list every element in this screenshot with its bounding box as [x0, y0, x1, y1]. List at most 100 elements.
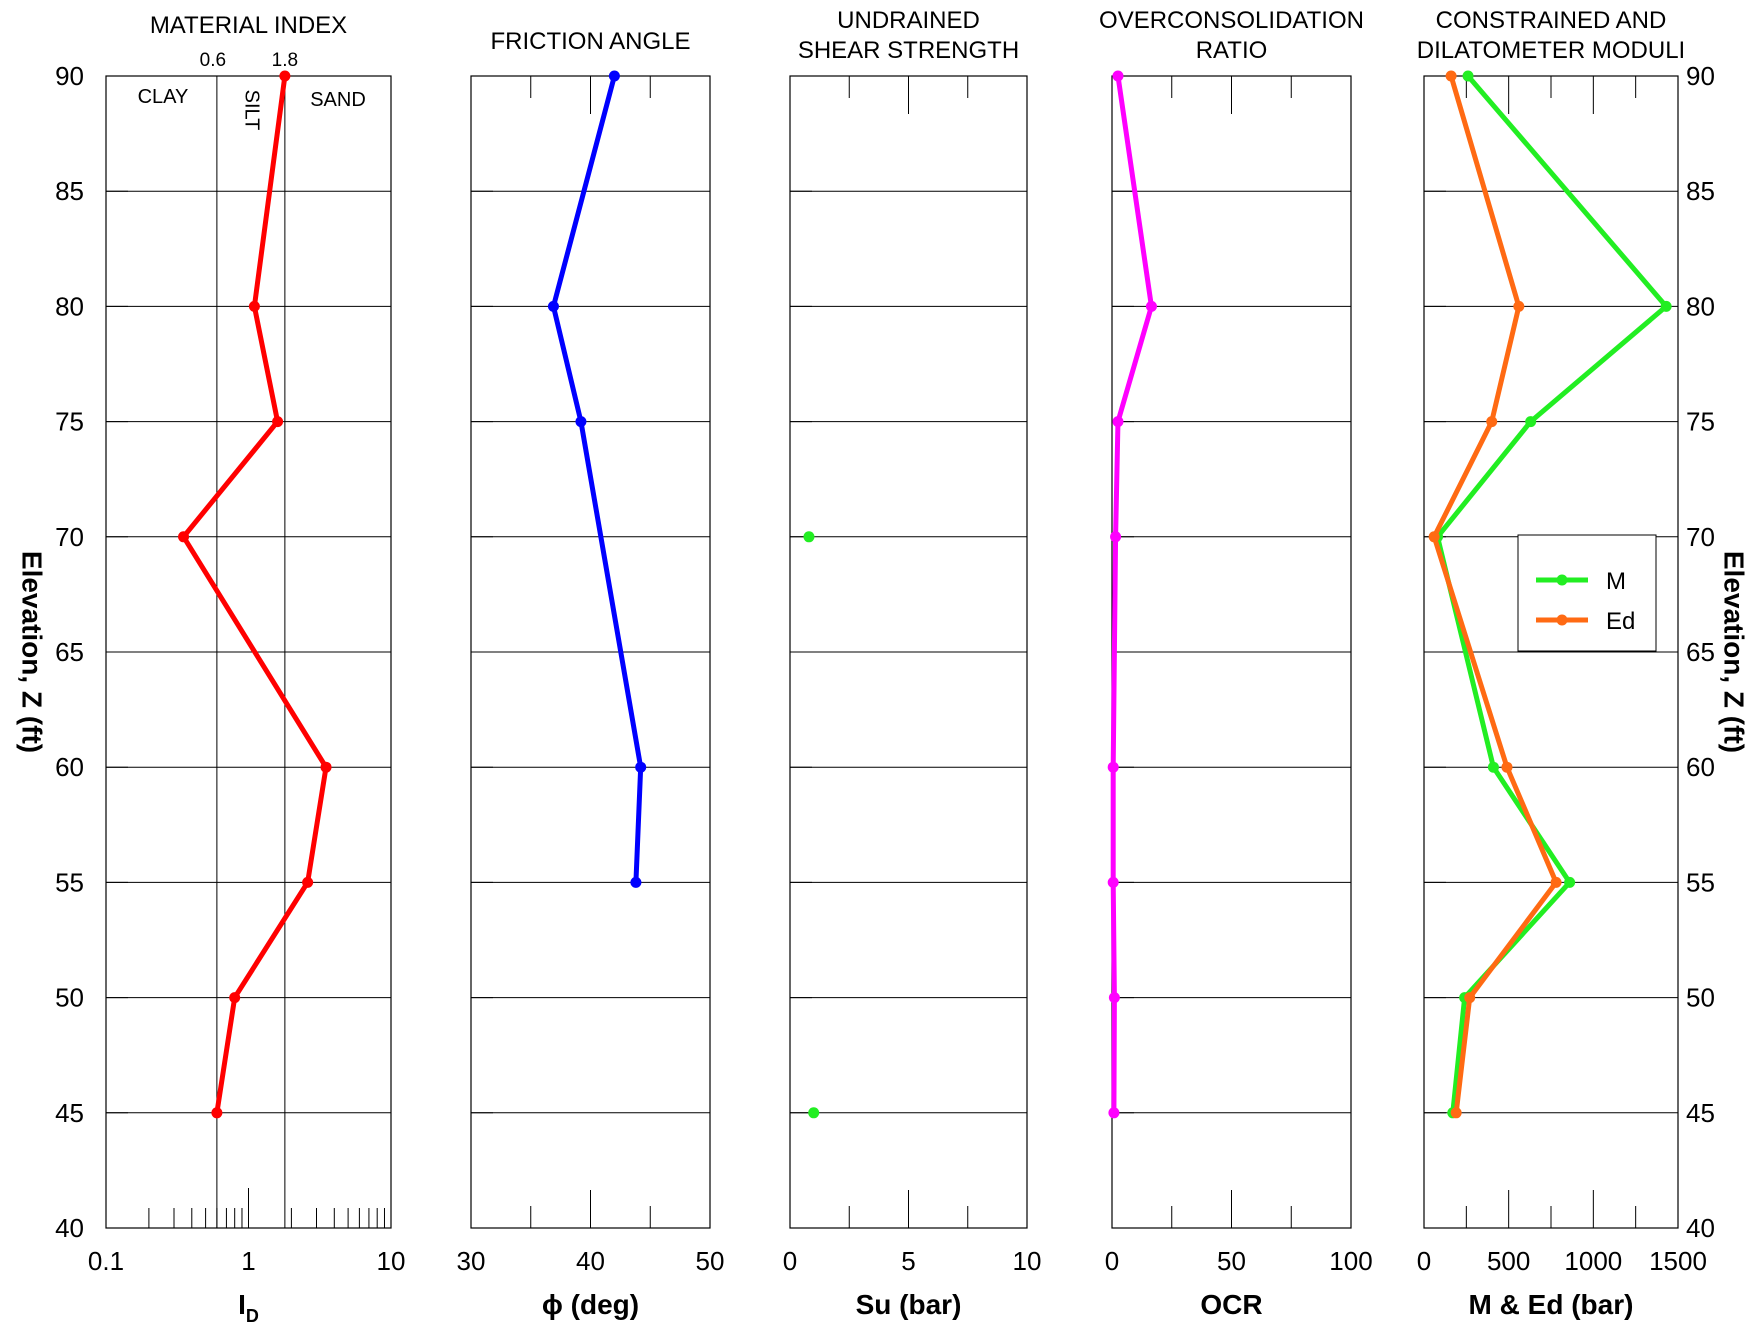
- panel-3: 0 5 10 UNDRAINED SHEAR STRENGTH Su (bar): [783, 7, 1042, 1320]
- y-tick-label-right: 80: [1686, 291, 1715, 321]
- panel-title: MATERIAL INDEX: [150, 12, 347, 39]
- data-point: [808, 1107, 820, 1119]
- data-point: [635, 761, 647, 773]
- y-tick-label: 80: [55, 291, 84, 321]
- x-tick-label: 100: [1329, 1246, 1372, 1276]
- x-tick-label: 10: [377, 1246, 406, 1276]
- data-point: [1145, 300, 1157, 312]
- data-point: [547, 300, 559, 312]
- y-tick-label: 75: [55, 407, 84, 437]
- x-tick-label: 0: [783, 1246, 797, 1276]
- series-2-1: [547, 70, 647, 888]
- y-tick-label: 90: [55, 61, 84, 91]
- panel-title: DILATOMETER MODULI: [1417, 37, 1685, 64]
- series-4-1: [1107, 70, 1157, 1119]
- data-point: [1445, 70, 1457, 82]
- data-point: [803, 531, 815, 543]
- x-axis-label: M & Ed (bar): [1469, 1289, 1634, 1320]
- x-tick-label: 5: [901, 1246, 915, 1276]
- data-point: [1501, 761, 1513, 773]
- x-tick-label: 0.1: [88, 1246, 124, 1276]
- data-point: [248, 300, 260, 312]
- top-tick-label: 0.6: [200, 50, 226, 71]
- legend-box: [1517, 534, 1657, 652]
- x-axis-label: ID: [238, 1289, 259, 1324]
- data-point: [1487, 761, 1499, 773]
- y-tick-label-right: 90: [1686, 61, 1715, 91]
- data-point: [1110, 531, 1122, 543]
- data-point: [575, 416, 587, 428]
- data-point: [211, 1107, 223, 1119]
- data-point: [608, 70, 620, 82]
- y-tick-label: 65: [55, 637, 84, 667]
- panel-2: 30 40 50 FRICTION ANGLE ϕ (deg): [457, 28, 725, 1320]
- panel-5: 0 500 1000 1500 CONSTRAINED AND DILATOMETER M…: [1417, 7, 1707, 1320]
- y-tick-label: 60: [55, 752, 84, 782]
- data-point: [1525, 416, 1537, 428]
- series-Ed: [1428, 70, 1562, 1119]
- y-axis-label-left: Elevation, Z (ft): [17, 551, 48, 753]
- y-tick-label: 45: [55, 1098, 84, 1128]
- y-tick-label: 50: [55, 983, 84, 1013]
- series-1-1: [178, 70, 332, 1119]
- data-point: [229, 992, 241, 1004]
- x-axis-label: Su (bar): [856, 1289, 962, 1320]
- y-tick-label: 40: [55, 1213, 84, 1243]
- data-point: [1464, 992, 1476, 1004]
- data-point: [320, 761, 332, 773]
- zone-label: SILT: [241, 90, 263, 131]
- panel-4: 0 50 100 OVERCONSOLIDATION RATIO OCR: [1099, 7, 1373, 1320]
- data-point: [1107, 761, 1119, 773]
- y-tick-label: 85: [55, 176, 84, 206]
- x-tick-label: 30: [457, 1246, 486, 1276]
- data-point: [302, 876, 314, 888]
- y-tick-label-right: 60: [1686, 752, 1715, 782]
- data-point: [1428, 531, 1440, 543]
- x-tick-label: 50: [1217, 1246, 1246, 1276]
- legend-label: Ed: [1606, 608, 1635, 635]
- x-tick-label: 1500: [1649, 1246, 1707, 1276]
- series-line: [181, 75, 329, 1114]
- y-tick-label: 55: [55, 867, 84, 897]
- x-tick-label: 40: [576, 1246, 605, 1276]
- panel-title: UNDRAINED: [837, 7, 980, 34]
- data-point: [272, 416, 284, 428]
- series-3-1: [803, 531, 820, 1119]
- data-point: [1107, 876, 1119, 888]
- panel-title: SHEAR STRENGTH: [798, 37, 1019, 64]
- data-point: [1108, 992, 1120, 1004]
- y-tick-label-right: 55: [1686, 867, 1715, 897]
- x-axis-label: OCR: [1200, 1289, 1262, 1320]
- legend-marker: [1556, 614, 1568, 626]
- data-point: [1513, 300, 1525, 312]
- panel-title: CONSTRAINED AND: [1436, 7, 1667, 34]
- series-line: [1431, 75, 1559, 1114]
- data-point: [1660, 300, 1672, 312]
- data-point: [1550, 876, 1562, 888]
- x-tick-label: 10: [1013, 1246, 1042, 1276]
- y-tick-label-right: 45: [1686, 1098, 1715, 1128]
- y-tick-label-right: 75: [1686, 407, 1715, 437]
- x-tick-label: 0: [1105, 1246, 1119, 1276]
- panel-title: RATIO: [1196, 37, 1268, 64]
- panel-title: OVERCONSOLIDATION: [1099, 7, 1364, 34]
- y-axis-label-right: Elevation, Z (ft): [1719, 551, 1750, 753]
- x-tick-label: 1000: [1564, 1246, 1622, 1276]
- data-point: [1108, 1107, 1120, 1119]
- zone-label: SAND: [310, 89, 366, 111]
- data-point: [1112, 416, 1124, 428]
- y-tick-label-right: 85: [1686, 176, 1715, 206]
- y-tick-label-right: 50: [1686, 983, 1715, 1013]
- data-point: [1564, 876, 1576, 888]
- legend-label: M: [1606, 568, 1626, 595]
- series-line: [550, 75, 644, 883]
- x-tick-label: 0: [1417, 1246, 1431, 1276]
- x-tick-label: 500: [1487, 1246, 1530, 1276]
- x-tick-label: 1: [241, 1246, 255, 1276]
- legend: M Ed: [1517, 534, 1657, 652]
- data-point: [1112, 70, 1124, 82]
- data-point: [1486, 416, 1498, 428]
- x-tick-label: 50: [696, 1246, 725, 1276]
- data-point: [630, 876, 642, 888]
